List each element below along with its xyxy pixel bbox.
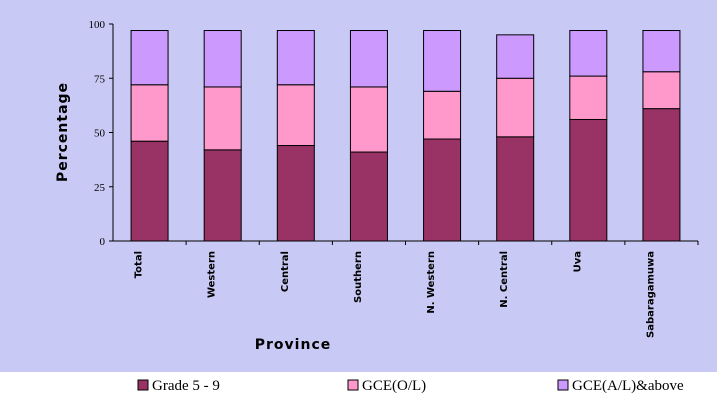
bar-segment xyxy=(130,30,169,86)
legend-swatch xyxy=(347,379,359,391)
bar-segment xyxy=(496,136,535,242)
legend-label: Grade 5 - 9 xyxy=(152,378,220,394)
bar-segment xyxy=(276,30,315,86)
legend-label: GCE(O/L) xyxy=(362,378,426,394)
x-category-label: Uva xyxy=(572,251,583,272)
bar-segment xyxy=(642,30,681,73)
bar-segment xyxy=(203,86,242,151)
y-tick-label: 50 xyxy=(94,128,106,140)
legend-swatch xyxy=(557,379,569,391)
bar-segment xyxy=(276,84,315,147)
x-category-label: Total xyxy=(134,251,145,278)
x-axis-title: Province xyxy=(255,337,331,353)
bar-segment xyxy=(130,84,169,142)
bar-segment xyxy=(642,108,681,242)
legend: Grade 5 - 9 GCE(O/L) GCE(A/L)&above xyxy=(137,378,684,394)
y-tick-label: 25 xyxy=(94,182,106,194)
bar-segment xyxy=(130,140,169,242)
bar-segment xyxy=(423,138,462,242)
legend-label: GCE(A/L)&above xyxy=(572,378,684,394)
x-category-label: Sabaragamuwa xyxy=(645,251,656,338)
bar-segment xyxy=(349,151,388,242)
x-category-label: Western xyxy=(207,251,218,298)
bar-segment xyxy=(276,145,315,242)
bar-segment xyxy=(642,71,681,110)
x-category-label: N. Western xyxy=(426,251,437,314)
bar-segment xyxy=(496,34,535,79)
bar-segment xyxy=(569,30,608,77)
y-axis-title: Percentage xyxy=(55,82,71,182)
bar-segment xyxy=(423,30,462,92)
legend-swatch xyxy=(137,379,149,391)
x-category-label: N. Central xyxy=(499,251,510,308)
bar-segment xyxy=(203,149,242,242)
y-tick-label: 75 xyxy=(94,73,106,85)
x-category-label: Central xyxy=(280,251,291,292)
y-tick-label: 0 xyxy=(100,236,106,248)
bar-segment xyxy=(349,86,388,153)
bar-segment xyxy=(496,77,535,138)
bar-group xyxy=(130,30,681,242)
x-axis-category-labels: Total Western Central Southern N. Western N. … xyxy=(134,241,699,338)
bar-segment xyxy=(423,90,462,140)
bar-segment xyxy=(569,118,608,242)
y-tick-label: 100 xyxy=(89,19,106,31)
bar-segment xyxy=(203,30,242,88)
y-axis-ticks: 0 25 50 75 100 xyxy=(89,19,113,248)
bar-segment xyxy=(569,75,608,120)
bar-segment xyxy=(349,30,388,88)
x-category-label: Southern xyxy=(353,251,364,303)
